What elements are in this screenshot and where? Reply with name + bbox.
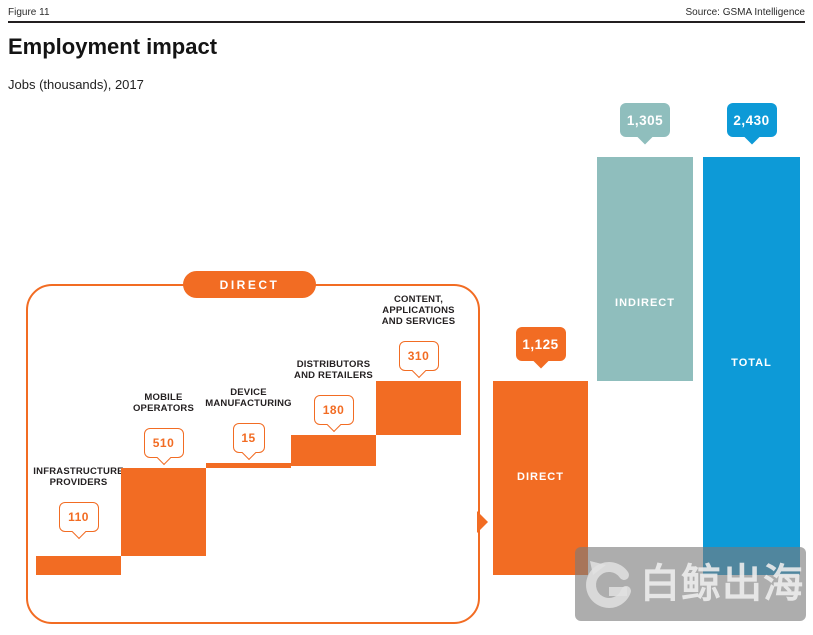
category-label-line: APPLICATIONS (382, 305, 455, 317)
header-divider (8, 21, 805, 23)
chart-subtitle: Jobs (thousands), 2017 (8, 77, 144, 92)
value-badge-device-manufacturing: 15 (232, 423, 265, 461)
summary-bar-direct: DIRECT (493, 381, 588, 575)
category-label-line: DEVICE (230, 387, 267, 399)
value-badge-content-applications-and-services-value: 310 (407, 349, 430, 364)
watermark: 白鲸出海 (575, 547, 806, 621)
category-label-device-manufacturing: DEVICE MANUFACTURING (189, 387, 309, 409)
baijing-whale-g-logo-icon (586, 561, 631, 608)
direct-group-pill-label: DIRECT (183, 271, 316, 298)
waterfall-bar-distributors-and-retailers (291, 434, 376, 466)
value-badge-infrastructure-providers-value: 110 (68, 510, 89, 525)
value-badge-total: 2,430 (726, 103, 777, 145)
value-badge-indirect: 1,305 (620, 103, 670, 145)
waterfall-bar-mobile-operators (121, 468, 206, 557)
value-badge-mobile-operators-value: 510 (152, 436, 175, 451)
category-label-line: AND RETAILERS (294, 369, 373, 381)
value-badge-mobile-operators: 510 (143, 428, 184, 466)
category-label-content-applications-and-services: CONTENT, APPLICATIONS AND SERVICES (359, 294, 479, 327)
waterfall-bar-content-applications-and-services (376, 381, 461, 435)
source-label: Source: GSMA Intelligence (685, 7, 805, 18)
value-badge-distributors-and-retailers-value: 180 (322, 402, 345, 417)
category-label-line: AND SERVICES (381, 316, 456, 328)
summary-bar-indirect: INDIRECT (597, 157, 693, 382)
category-label-infrastructure-providers: INFRASTRUCTURE PROVIDERS (19, 466, 139, 488)
direct-group-arrow-icon (477, 511, 488, 533)
value-badge-device-manufacturing-value: 15 (241, 431, 256, 446)
value-badge-distributors-and-retailers: 180 (313, 394, 354, 432)
category-label-line: INFRASTRUCTURE (33, 466, 124, 478)
value-badge-direct-value: 1,125 (522, 336, 559, 352)
category-label-line: MANUFACTURING (205, 398, 292, 410)
value-badge-total-value: 2,430 (733, 112, 770, 128)
category-label-line: CONTENT, (393, 294, 444, 306)
value-badge-content-applications-and-services: 310 (398, 341, 439, 379)
value-badge-direct: 1,125 (515, 327, 566, 369)
watermark-text: 白鲸出海 (640, 562, 804, 606)
summary-bar-label-indirect: INDIRECT (615, 297, 675, 309)
value-badge-indirect-value: 1,305 (626, 112, 664, 128)
value-badge-infrastructure-providers: 110 (58, 502, 99, 540)
chart-title: Employment impact (8, 34, 218, 59)
summary-bar-label-direct: DIRECT (517, 471, 564, 484)
category-label-mobile-operators: MOBILE OPERATORS (104, 392, 224, 414)
waterfall-bar-infrastructure-providers (36, 556, 121, 575)
waterfall-bar-device-manufacturing (206, 463, 291, 469)
category-label-line: MOBILE (144, 392, 183, 404)
summary-bar-label-total: TOTAL (731, 357, 772, 369)
category-label-line: OPERATORS (132, 403, 195, 415)
category-label-line: PROVIDERS (49, 477, 108, 489)
category-label-line: DISTRIBUTORS (296, 358, 371, 370)
summary-bar-total: TOTAL (703, 157, 800, 575)
category-label-distributors-and-retailers: DISTRIBUTORS AND RETAILERS (274, 359, 394, 381)
figure-number-label: Figure 11 (8, 7, 50, 18)
